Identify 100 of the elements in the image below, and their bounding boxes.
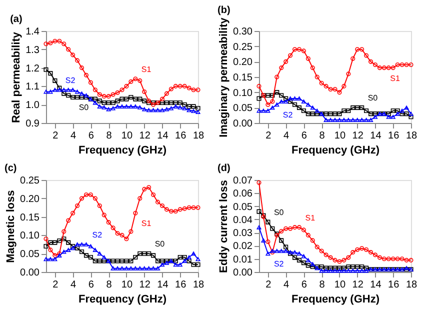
point <box>146 185 152 190</box>
point <box>350 268 356 273</box>
point <box>57 238 62 243</box>
point <box>173 104 178 108</box>
point <box>75 90 80 94</box>
series-label: S2 <box>274 260 284 269</box>
point <box>337 90 342 95</box>
point <box>382 256 386 262</box>
x-tick-label: 8 <box>106 130 112 142</box>
point <box>97 104 102 108</box>
point <box>196 110 200 114</box>
point <box>128 79 134 84</box>
series-label: S0 <box>368 94 378 103</box>
point <box>133 96 138 102</box>
y-tick-label: 0.02 <box>233 241 253 252</box>
point <box>360 105 364 110</box>
point <box>128 94 134 100</box>
point <box>146 251 152 256</box>
x-axis-title: Frequency (GHz) <box>78 294 167 306</box>
point <box>301 260 306 266</box>
point <box>355 47 360 52</box>
series-label: S2 <box>92 230 103 240</box>
point <box>390 114 396 119</box>
point <box>182 206 187 211</box>
point <box>70 88 76 92</box>
point <box>284 244 288 250</box>
point <box>288 96 293 100</box>
point <box>52 240 58 245</box>
point <box>342 108 346 114</box>
point <box>160 108 165 112</box>
point <box>124 258 129 264</box>
point <box>120 88 124 92</box>
point <box>319 80 324 86</box>
point <box>342 84 346 88</box>
point <box>279 100 284 104</box>
point <box>52 257 58 262</box>
point <box>355 268 360 273</box>
point <box>84 242 89 246</box>
point <box>142 98 147 104</box>
x-tick-label: 4 <box>284 130 290 142</box>
chart-title: (c) <box>4 163 17 174</box>
point <box>48 248 53 252</box>
point <box>44 90 48 94</box>
point <box>66 93 71 98</box>
point <box>310 264 315 270</box>
x-tick-label: 14 <box>370 130 382 142</box>
series-label: S1 <box>141 64 152 74</box>
point <box>400 256 404 262</box>
y-tick-label: 0.25 <box>233 42 253 53</box>
y-tick-label: 0.00 <box>233 118 253 130</box>
point <box>360 118 364 122</box>
point <box>178 105 182 110</box>
point <box>186 205 192 210</box>
point <box>270 99 275 104</box>
y-tick-label: 0.9 <box>26 118 40 130</box>
point <box>404 112 409 116</box>
point <box>296 225 302 230</box>
point <box>173 100 178 106</box>
chart-title: (d) <box>218 163 230 174</box>
point <box>168 106 174 110</box>
point <box>44 257 48 262</box>
point <box>292 225 298 230</box>
point <box>151 108 156 112</box>
series-label: S0 <box>154 240 166 249</box>
point <box>279 248 284 253</box>
point <box>337 266 342 270</box>
point <box>395 112 400 116</box>
y-tick-label: 0.01 <box>233 254 253 266</box>
point <box>97 98 102 104</box>
point <box>52 78 58 83</box>
series-label: S2 <box>282 110 294 120</box>
point <box>196 257 200 262</box>
point <box>120 258 124 264</box>
x-tick-label: 12 <box>139 280 151 290</box>
point <box>182 255 187 260</box>
point <box>102 255 106 260</box>
point <box>110 266 116 270</box>
point <box>48 71 53 76</box>
point <box>261 238 266 242</box>
point <box>266 108 270 113</box>
point <box>120 96 124 102</box>
point <box>142 89 147 94</box>
point <box>173 209 178 214</box>
point <box>346 255 351 260</box>
point <box>128 104 134 108</box>
point <box>124 84 129 88</box>
point <box>191 262 196 267</box>
y-tick-label: 0.05 <box>20 249 40 260</box>
point <box>186 255 192 260</box>
point <box>296 96 302 100</box>
point <box>142 251 147 256</box>
point <box>110 100 116 106</box>
point <box>62 88 66 92</box>
point <box>284 59 288 64</box>
point <box>110 92 116 97</box>
point <box>66 240 71 245</box>
point <box>186 104 192 109</box>
x-tick-label: 12 <box>352 280 364 290</box>
point <box>52 38 58 44</box>
point <box>138 251 142 256</box>
